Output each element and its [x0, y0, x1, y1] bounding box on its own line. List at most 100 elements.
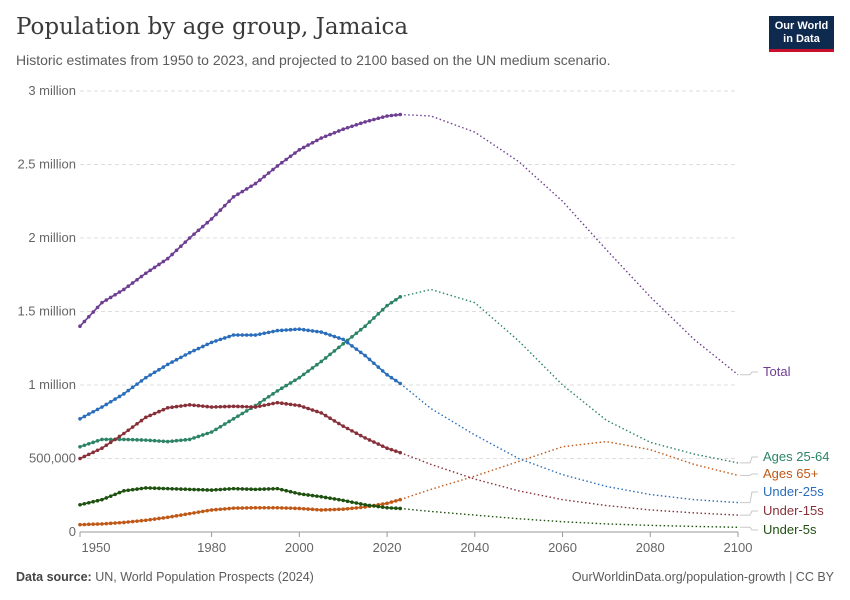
owid-logo[interactable]: Our World in Data	[769, 16, 834, 52]
series-line-historic[interactable]	[79, 487, 401, 510]
data-point	[95, 448, 100, 453]
data-point	[319, 136, 324, 140]
grid-layer	[80, 90, 738, 459]
data-point	[126, 437, 131, 442]
data-point	[385, 372, 389, 377]
data-point	[293, 378, 297, 383]
data-point	[398, 112, 403, 117]
data-point	[113, 437, 117, 442]
data-point	[367, 357, 372, 362]
series-line-projection[interactable]	[400, 507, 739, 528]
data-point	[91, 522, 95, 527]
series-label[interactable]: Ages 65+	[763, 466, 818, 481]
series-line-historic[interactable]	[79, 328, 401, 420]
data-point	[214, 212, 218, 217]
series-line-projection[interactable]	[399, 382, 739, 504]
data-point	[306, 507, 310, 511]
series-label[interactable]: Under-15s	[763, 503, 824, 518]
x-tick-label: 2040	[460, 540, 489, 555]
data-point	[337, 421, 341, 426]
data-point	[170, 360, 174, 364]
data-point	[161, 365, 166, 369]
data-point	[249, 184, 253, 189]
data-point	[249, 405, 253, 409]
series-label[interactable]: Under-25s	[763, 484, 824, 499]
data-point	[135, 422, 139, 426]
logo-line-1: Our World	[774, 20, 829, 32]
data-point	[288, 154, 293, 159]
series-label[interactable]: Ages 25-64	[763, 449, 830, 464]
data-point	[394, 449, 398, 453]
data-point	[398, 506, 403, 511]
data-point	[398, 450, 403, 455]
data-point	[218, 507, 223, 512]
axis-layer: 0 500,000 1 million 1.5 million 2 million 2.5…	[17, 83, 752, 555]
data-point	[108, 494, 113, 498]
data-point	[293, 490, 297, 495]
data-point	[214, 488, 218, 492]
series-line-projection[interactable]	[399, 451, 739, 516]
data-point	[187, 236, 192, 240]
data-point	[372, 440, 376, 444]
data-point	[214, 405, 218, 409]
data-point	[214, 507, 218, 512]
data-point	[358, 433, 363, 438]
data-point	[148, 517, 152, 522]
data-point	[253, 333, 258, 337]
data-point	[358, 505, 363, 510]
y-tick-label: 3 million	[28, 83, 76, 98]
data-point	[389, 506, 394, 510]
data-point	[104, 402, 109, 407]
series-line-historic[interactable]	[79, 498, 401, 526]
data-point	[209, 340, 214, 345]
data-point	[218, 404, 223, 409]
data-point	[227, 419, 231, 424]
data-point	[236, 404, 240, 409]
data-point	[174, 404, 179, 409]
series-line-projection[interactable]	[400, 440, 739, 501]
data-point	[165, 515, 170, 520]
footer-url[interactable]: OurWorldinData.org/population-growth | C…	[571, 570, 834, 584]
data-point	[240, 333, 245, 337]
data-point	[174, 248, 179, 253]
data-point	[315, 409, 319, 414]
data-point	[201, 433, 205, 437]
data-point	[354, 501, 359, 505]
data-point	[201, 224, 205, 229]
data-point	[209, 405, 214, 409]
series-line-historic[interactable]	[79, 113, 401, 327]
data-point	[376, 365, 381, 369]
data-point	[279, 401, 284, 406]
series-label[interactable]: Under-5s	[763, 522, 817, 537]
series-line-projection[interactable]	[400, 288, 739, 464]
data-point	[236, 414, 240, 418]
series-line-historic[interactable]	[79, 296, 401, 448]
data-point	[244, 187, 249, 191]
data-point	[117, 290, 122, 294]
data-point	[358, 350, 363, 355]
data-point	[345, 426, 350, 431]
data-point	[376, 504, 381, 509]
data-point	[78, 456, 82, 461]
label-connector	[740, 371, 758, 376]
data-point	[293, 327, 297, 332]
data-point	[113, 397, 117, 401]
series-line-projection[interactable]	[400, 113, 739, 376]
data-point	[91, 310, 95, 314]
data-point	[266, 330, 271, 335]
data-point	[78, 503, 82, 507]
data-point	[249, 333, 253, 337]
data-point	[231, 486, 236, 491]
data-point	[301, 492, 306, 497]
logo-line-2: in Data	[783, 33, 820, 45]
data-point	[271, 505, 275, 510]
series-label[interactable]: Total	[763, 364, 791, 379]
data-point	[148, 438, 152, 443]
data-point	[205, 508, 210, 513]
data-point	[78, 324, 82, 329]
label-connector	[740, 491, 758, 504]
data-point	[240, 411, 245, 416]
series-line-historic[interactable]	[79, 401, 401, 460]
data-point	[122, 520, 126, 525]
